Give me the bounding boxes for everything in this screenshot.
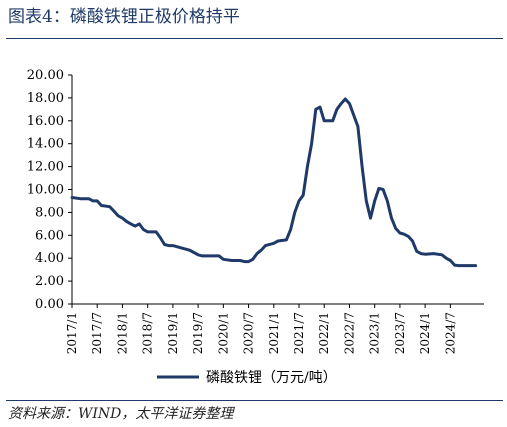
x-tick-label: 2019/1 bbox=[166, 312, 180, 354]
x-tick-label: 2022/1 bbox=[317, 312, 331, 354]
y-tick-label: 4.00 bbox=[35, 251, 64, 266]
chart-axes bbox=[71, 75, 484, 305]
y-tick-label: 10.00 bbox=[27, 183, 64, 198]
y-tick-label: 14.00 bbox=[27, 137, 64, 152]
x-tick-label: 2018/7 bbox=[141, 312, 155, 354]
x-tick-label: 2024/1 bbox=[418, 312, 432, 354]
y-tick-label: 20.00 bbox=[27, 68, 64, 83]
x-tick-label: 2022/7 bbox=[342, 312, 356, 354]
series-line bbox=[70, 97, 478, 268]
y-tick-label: 18.00 bbox=[27, 91, 64, 106]
x-tick-label: 2023/1 bbox=[368, 312, 382, 354]
x-tick-label: 2024/7 bbox=[443, 312, 457, 354]
x-tick-label: 2020/1 bbox=[216, 312, 230, 354]
x-axis-ticks: 2017/1 2017/7 2018/1 2018/7 2019/1 2019/7 2020… bbox=[65, 304, 457, 354]
y-tick-label: 0.00 bbox=[35, 297, 64, 312]
x-tick-label: 2017/7 bbox=[90, 312, 104, 354]
y-tick-label: 16.00 bbox=[27, 114, 64, 129]
x-tick-label: 2023/7 bbox=[393, 312, 407, 354]
series-group bbox=[70, 97, 478, 268]
x-tick-label: 2021/1 bbox=[267, 312, 281, 354]
legend: 磷酸铁锂（万元/吨） bbox=[157, 370, 337, 386]
x-tick-label: 2017/1 bbox=[65, 312, 79, 354]
x-tick-label: 2018/1 bbox=[115, 312, 129, 354]
y-tick-label: 8.00 bbox=[35, 205, 64, 220]
source-divider bbox=[6, 400, 503, 401]
x-tick-label: 2020/7 bbox=[242, 312, 256, 354]
x-tick-label: 2019/7 bbox=[191, 312, 205, 354]
legend-label: 磷酸铁锂（万元/吨） bbox=[206, 370, 337, 386]
y-tick-label: 6.00 bbox=[35, 228, 64, 243]
y-tick-label: 12.00 bbox=[27, 160, 64, 175]
y-tick-label: 2.00 bbox=[35, 274, 64, 289]
title-divider bbox=[6, 38, 503, 39]
x-tick-label: 2021/7 bbox=[292, 312, 306, 354]
y-axis-ticks: 20.00 18.00 16.00 14.00 12.00 10.00 8.00 6.00 4.… bbox=[27, 68, 72, 312]
source-note: 资料来源：WIND，太平洋证券整理 bbox=[8, 406, 234, 422]
figure-title: 图表4：磷酸铁锂正极价格持平 bbox=[8, 7, 240, 27]
